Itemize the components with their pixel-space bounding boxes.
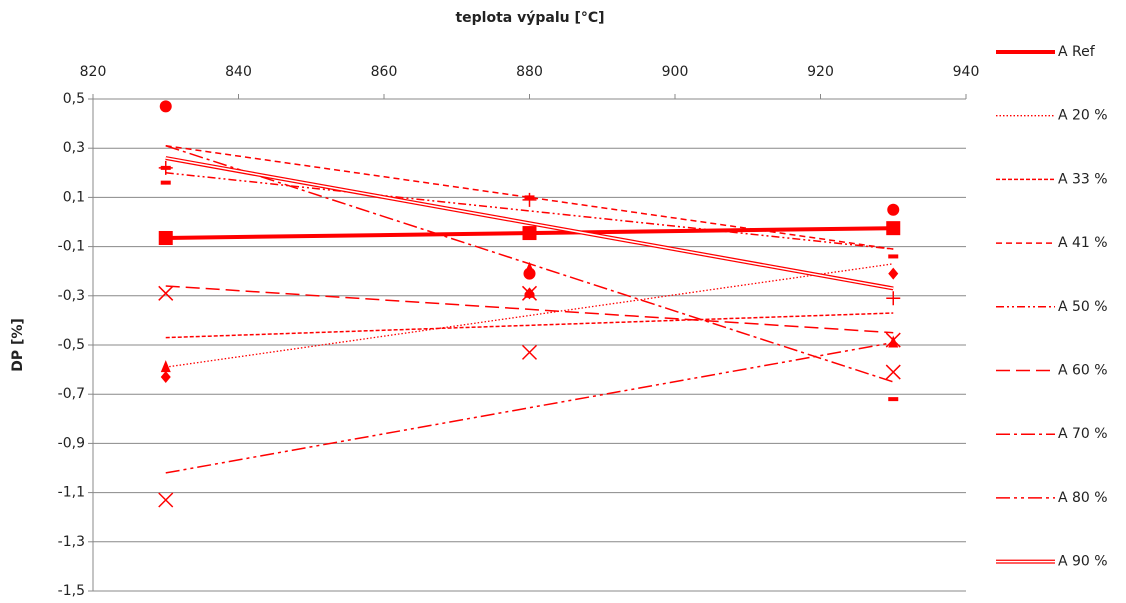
marker [160, 180, 171, 185]
y-axis-label: DP [%] [10, 318, 26, 372]
trend-line [165, 285, 894, 334]
legend-label: A 50 % [1058, 299, 1108, 315]
legend-label: A 33 % [1058, 171, 1108, 187]
y-tick-label: 0,1 [63, 189, 85, 205]
trend-line [165, 144, 894, 250]
marker [523, 267, 536, 280]
marker [885, 332, 901, 348]
marker [158, 160, 173, 175]
marker [522, 192, 537, 207]
marker [160, 370, 171, 383]
marker [888, 254, 899, 259]
y-tick-label: -1,1 [58, 485, 85, 501]
legend-label: A 60 % [1058, 363, 1108, 379]
y-tick-label: -0,7 [58, 386, 85, 402]
legend-label: A 90 % [1058, 554, 1108, 570]
chart-title: teplota výpalu [°C] [455, 10, 604, 26]
x-tick-label: 900 [662, 64, 689, 80]
y-tick-label: -0,3 [58, 288, 85, 304]
marker [521, 344, 538, 360]
marker [886, 221, 901, 236]
legend-label: A 41 % [1058, 235, 1108, 251]
marker [888, 335, 899, 348]
x-tick-label: 860 [371, 64, 398, 80]
x-tick-label: 820 [80, 64, 107, 80]
marker [160, 360, 171, 373]
marker [522, 226, 537, 241]
marker [521, 285, 538, 301]
legend-label: A 70 % [1058, 426, 1108, 442]
y-tick-label: -0,5 [58, 337, 85, 353]
trend-line [165, 312, 894, 339]
x-tick-label: 840 [225, 64, 252, 80]
y-tick-label: -0,1 [58, 239, 85, 255]
x-tick-label: 940 [953, 64, 980, 80]
x-tick-label: 880 [516, 64, 543, 80]
marker [885, 364, 901, 380]
marker [158, 285, 174, 301]
y-tick-label: -1,5 [58, 583, 85, 599]
marker [158, 230, 173, 245]
marker [886, 291, 901, 306]
y-tick-label: 0,5 [63, 91, 85, 107]
marker [524, 293, 535, 298]
marker [159, 100, 172, 113]
marker [888, 267, 899, 280]
marker [887, 203, 900, 216]
trend-line-inner [165, 157, 894, 290]
y-tick-label: -0,9 [58, 435, 85, 451]
y-tick-label: 0,3 [63, 140, 85, 156]
marker [888, 397, 899, 402]
y-tick-label: -1,3 [58, 534, 85, 550]
trend-line [165, 145, 894, 383]
trend-line [165, 341, 894, 474]
x-tick-label: 920 [807, 64, 834, 80]
legend-label: A 20 % [1058, 108, 1108, 124]
legend-label: A Ref [1058, 44, 1096, 60]
legend-label: A 80 % [1058, 490, 1108, 506]
marker [158, 492, 174, 508]
